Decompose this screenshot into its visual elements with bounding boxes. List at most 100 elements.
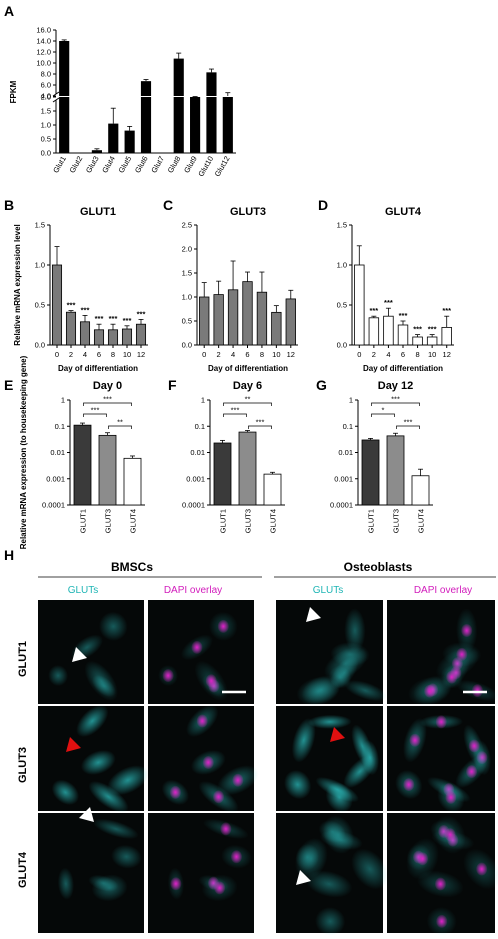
chart-f-day6: Day 6 0.0001 0.001 0.01 0.1 1 GLUT1 GLUT3 GLUT4 *… (182, 380, 285, 533)
nucleus (217, 619, 229, 633)
x-tick-label: GLUT3 (392, 509, 401, 533)
bar (368, 317, 380, 346)
bar (135, 323, 147, 346)
chart-g-day12: Day 12 0.0001 0.001 0.01 0.1 1 GLUT1 GLUT3 GLUT4… (330, 380, 433, 533)
bar (242, 281, 253, 346)
chart-title: GLUT1 (80, 206, 116, 218)
bar (271, 311, 282, 346)
significance-label: *** (404, 418, 413, 427)
bar (51, 264, 63, 346)
bar (108, 123, 119, 153)
y-tick-label: 16.0 (36, 26, 51, 35)
x-tick-label: 10 (272, 350, 280, 359)
bar (124, 130, 135, 153)
significance-bracket (223, 413, 247, 417)
panel-letter-e: E (4, 377, 13, 393)
y-tick-label: 1.0 (41, 121, 51, 130)
y-tick-label: 2.0 (182, 245, 192, 254)
bar (238, 431, 257, 506)
significance-bracket (83, 402, 132, 406)
cell-body (344, 608, 366, 653)
x-tick-label: 4 (231, 350, 235, 359)
y-tick-label: 0.5 (35, 301, 45, 310)
cell-body (305, 870, 353, 898)
chart-title: GLUT3 (230, 206, 266, 218)
x-tick-label: 2 (69, 350, 73, 359)
micrograph-tile-r1-c3 (276, 600, 387, 706)
y-tick-label: 0.001 (334, 474, 353, 483)
x-tick-label: 8 (111, 350, 115, 359)
bar (59, 41, 70, 96)
nucleus (434, 877, 446, 891)
y-tick-label: 0.0001 (330, 501, 353, 510)
cell-body (51, 779, 80, 805)
cell-body (88, 781, 129, 813)
x-tick-label: Glut2 (68, 155, 85, 175)
micrograph-tile-r2-c3 (276, 706, 383, 813)
y-tick-label: 1.0 (182, 293, 192, 302)
chart-title: Day 12 (378, 380, 413, 392)
bar-lower-segment (206, 97, 217, 153)
y-tick-label: 12.0 (36, 48, 51, 57)
significance-label: *** (256, 418, 265, 427)
nucleus (191, 640, 203, 654)
bar (107, 329, 119, 346)
significance-label: ** (117, 418, 123, 427)
cell-body (57, 867, 74, 900)
bar-lower-segment (173, 97, 184, 153)
row-label-glut3: GLUT3 (17, 747, 29, 783)
significance-bracket (371, 402, 420, 406)
x-tick-label: GLUT4 (417, 509, 426, 533)
cell-body (111, 844, 142, 869)
nucleus (196, 714, 208, 728)
arrowhead-marker (306, 607, 321, 622)
nucleus (403, 778, 415, 792)
group-title-bmscs: BMSCs (111, 560, 153, 574)
arrowhead-marker (79, 807, 94, 822)
micrograph-tile-r1-c1 (38, 600, 144, 704)
nucleus (468, 739, 480, 753)
cell-body (48, 665, 68, 687)
xlabel-d: Day of differentiation (363, 364, 443, 373)
bar (65, 311, 77, 346)
x-tick-label: 12 (443, 350, 451, 359)
bar (213, 442, 232, 506)
y-tick-label: 0.0 (35, 341, 45, 350)
y-tick-label: 0.01 (190, 448, 205, 457)
axis-break-mark (52, 97, 60, 103)
y-tick-label: 1 (61, 396, 65, 405)
x-tick-label: 6 (245, 350, 249, 359)
cell-body (99, 611, 128, 641)
cell-body (91, 874, 128, 902)
cell-body (351, 724, 374, 768)
nucleus (446, 670, 458, 684)
bar (263, 473, 282, 506)
y-tick-label: 1.5 (35, 221, 45, 230)
bar (285, 298, 296, 346)
y-tick-label: 0.0 (41, 149, 51, 158)
x-tick-label: 6 (401, 350, 405, 359)
panel-letter-f: F (168, 377, 177, 393)
bar (91, 150, 102, 153)
cell-body (284, 770, 312, 800)
x-tick-label: 0 (202, 350, 206, 359)
bar (426, 336, 438, 346)
nucleus (169, 785, 181, 799)
significance-bracket (83, 413, 107, 417)
nucleus (476, 862, 488, 876)
bar (411, 475, 430, 506)
micrograph-tile-r2-c4 (387, 706, 495, 813)
nucleus (424, 684, 436, 698)
bar (213, 294, 224, 346)
y-tick-label: 0.0001 (42, 501, 65, 510)
arrowhead-marker (72, 647, 87, 662)
nucleus (213, 790, 225, 804)
x-tick-label: Glut8 (166, 155, 183, 175)
significance-label: *** (91, 406, 100, 415)
micrograph-tile-r3-c3 (276, 813, 389, 936)
micrograph-tile-r3-c2 (148, 813, 254, 933)
nucleus (461, 624, 473, 638)
micrograph-tile-r2-c2 (148, 704, 259, 813)
nucleus (409, 733, 421, 747)
panel-letter-a: A (4, 3, 14, 19)
